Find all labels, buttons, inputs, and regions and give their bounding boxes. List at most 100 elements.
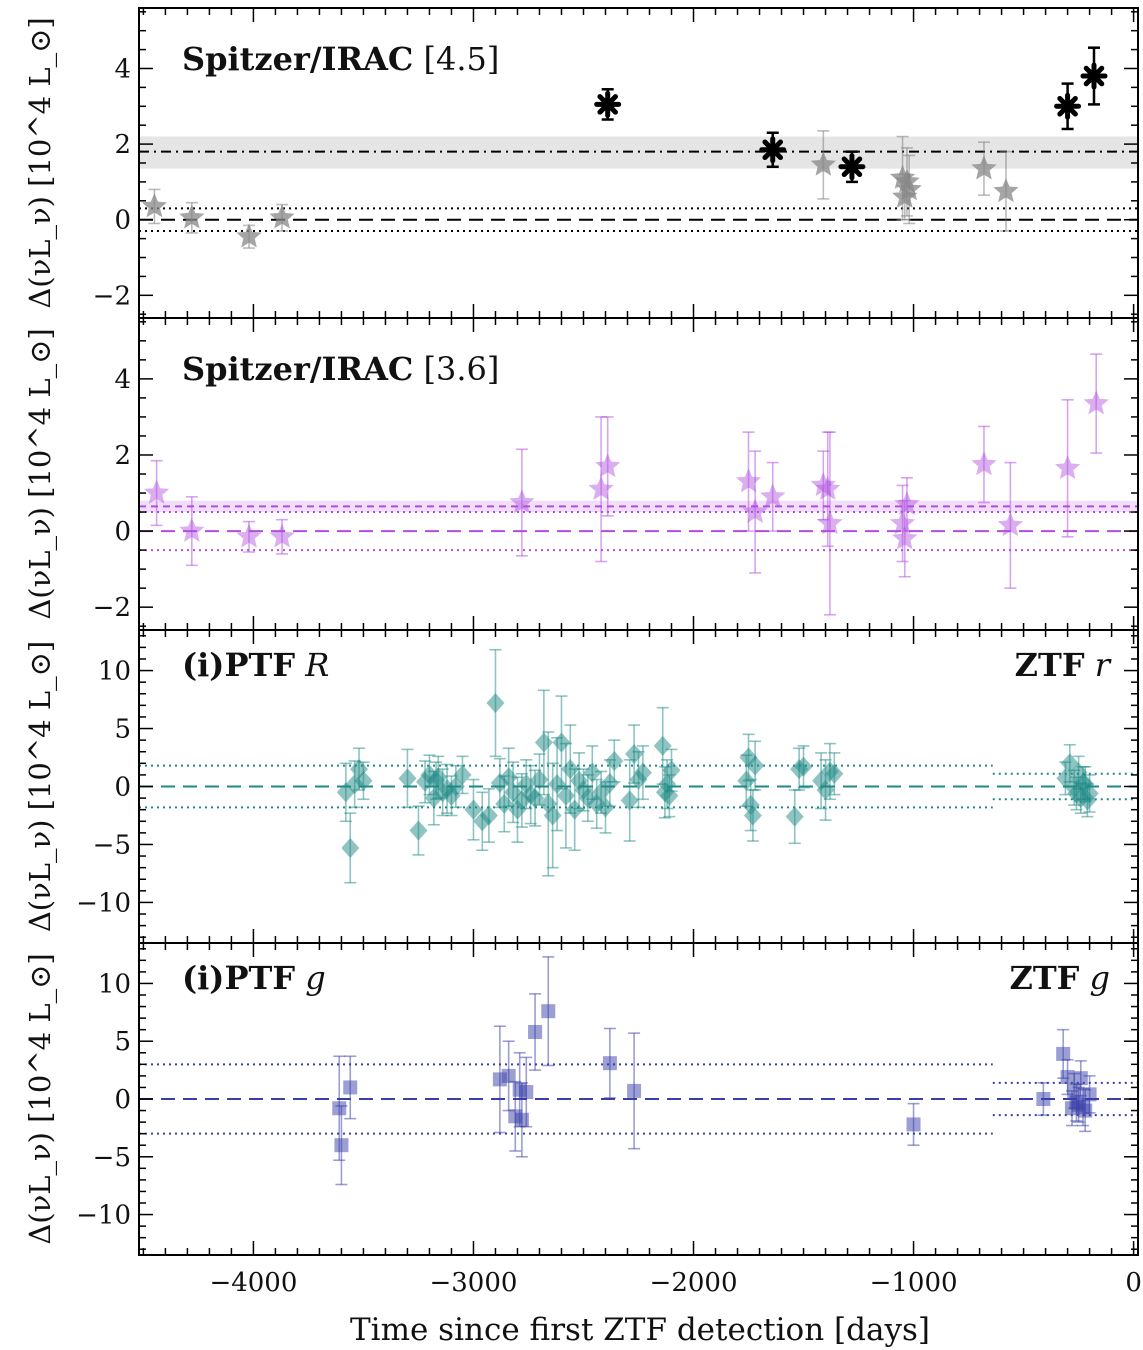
y-tick-label: 4	[114, 54, 131, 84]
data-point	[1083, 390, 1109, 415]
data-point	[894, 491, 920, 516]
data-point	[627, 1083, 642, 1098]
data-point	[815, 475, 841, 500]
data-point	[605, 750, 624, 771]
y-axis-label: Δ(νL_ν) [10^4 L_⊙]	[23, 328, 58, 619]
data-point	[1054, 455, 1081, 480]
panels: −2 0 2 4 Δ(νL_ν) [10^4 L_⊙] Spitzer/IRAC [4.5…	[23, 7, 1142, 1298]
data-point	[620, 790, 639, 811]
panel-spitzer-3.6: −2 0 2 4 Δ(νL_ν) [10^4 L_⊙] Spitzer/IRAC [3.6…	[23, 317, 1139, 631]
data-point	[179, 204, 205, 229]
x-tick-label: −2000	[650, 1268, 738, 1298]
data-point	[141, 193, 168, 218]
data-point	[1080, 62, 1108, 90]
y-axis-label: Δ(νL_ν) [10^4 L_⊙]	[23, 641, 58, 932]
data-point	[332, 1101, 347, 1116]
data-point	[534, 732, 553, 753]
y-tick-label: 10	[98, 657, 131, 687]
data-point	[409, 820, 428, 841]
data-point	[552, 732, 571, 753]
y-tick-label: 0	[114, 517, 131, 547]
data-point	[743, 805, 762, 826]
y-tick-label: 10	[98, 969, 131, 999]
plot-area	[139, 956, 1138, 1186]
y-axis-label: Δ(νL_ν) [10^4 L_⊙]	[23, 953, 58, 1244]
y-tick-label: 2	[114, 441, 131, 471]
data-point	[479, 805, 498, 826]
y-tick-label: 0	[114, 206, 131, 236]
data-point	[810, 472, 836, 497]
data-point	[541, 1004, 556, 1019]
y-tick-label: −10	[76, 888, 131, 918]
panel-spitzer-4.5: −2 0 2 4 Δ(νL_ν) [10^4 L_⊙] Spitzer/IRAC [4.5…	[23, 7, 1139, 319]
panel-title-right: ZTF r	[1015, 646, 1112, 684]
data-point	[595, 453, 621, 478]
data-point	[759, 136, 787, 164]
mean-band	[139, 500, 1138, 513]
data-point	[746, 755, 765, 776]
data-point	[760, 483, 786, 508]
y-tick-label: 5	[114, 1027, 131, 1057]
data-point	[1060, 1070, 1075, 1085]
data-point	[997, 512, 1024, 537]
plot-area	[139, 648, 1138, 884]
y-tick-label: −5	[93, 1143, 131, 1173]
data-point	[1036, 1092, 1051, 1106]
data-point	[906, 1117, 921, 1132]
data-point	[343, 1080, 358, 1095]
data-point	[971, 451, 997, 476]
x-tick-label: −4000	[209, 1268, 297, 1298]
y-tick-label: −10	[76, 1201, 131, 1231]
data-point	[594, 90, 622, 118]
data-point	[341, 837, 360, 858]
panel-ptf-g: −10 −5 0 5 10 Δ(νL_ν) [10^4 L_⊙] (i)PTF g ZTF g	[23, 942, 1139, 1256]
data-point	[179, 517, 205, 542]
y-tick-label: −2	[93, 593, 131, 623]
panel-title: (i)PTF g	[182, 959, 326, 997]
y-tick-label: −2	[93, 281, 131, 311]
y-tick-label: −5	[93, 830, 131, 860]
x-tick-label: −3000	[429, 1268, 517, 1298]
data-point	[236, 523, 262, 548]
data-point	[354, 770, 373, 791]
y-tick-label: 0	[114, 1085, 131, 1115]
panel-title: Spitzer/IRAC [3.6]	[182, 350, 499, 388]
data-point	[501, 1068, 516, 1083]
plot-area	[139, 353, 1138, 616]
panel-ptf-R: −10 −5 0 5 10 Δ(νL_ν) [10^4 L_⊙] (i)PTF R ZTF r	[23, 629, 1139, 944]
data-point	[464, 799, 483, 820]
data-point	[625, 744, 644, 765]
panel-title: (i)PTF R	[182, 646, 329, 684]
data-point	[838, 153, 866, 181]
data-point	[486, 693, 505, 714]
data-point	[143, 479, 170, 504]
data-point	[889, 510, 916, 535]
data-point	[1054, 92, 1082, 120]
data-point	[896, 176, 922, 201]
data-point	[334, 1138, 349, 1153]
data-point	[514, 1112, 529, 1127]
data-point	[742, 498, 768, 523]
plot-area	[139, 46, 1138, 249]
y-axis-label: Δ(νL_ν) [10^4 L_⊙]	[23, 17, 58, 308]
y-tick-label: 0	[114, 773, 131, 803]
data-point	[993, 178, 1019, 203]
panel-title-right: ZTF g	[1009, 959, 1110, 997]
panel-title: Spitzer/IRAC [4.5]	[182, 40, 499, 78]
data-point	[785, 806, 804, 827]
data-point	[653, 735, 672, 756]
data-point	[810, 151, 836, 176]
data-point	[588, 475, 614, 500]
data-point	[269, 523, 295, 548]
data-point	[509, 489, 535, 514]
data-point	[1073, 1071, 1088, 1086]
data-point	[528, 1024, 543, 1039]
x-axis-label: Time since first ZTF detection [days]	[350, 1312, 930, 1348]
data-point	[398, 768, 417, 789]
data-point	[1080, 783, 1099, 804]
y-tick-label: 5	[114, 715, 131, 745]
y-tick-label: 2	[114, 130, 131, 160]
data-point	[735, 468, 762, 493]
data-point	[453, 764, 472, 785]
